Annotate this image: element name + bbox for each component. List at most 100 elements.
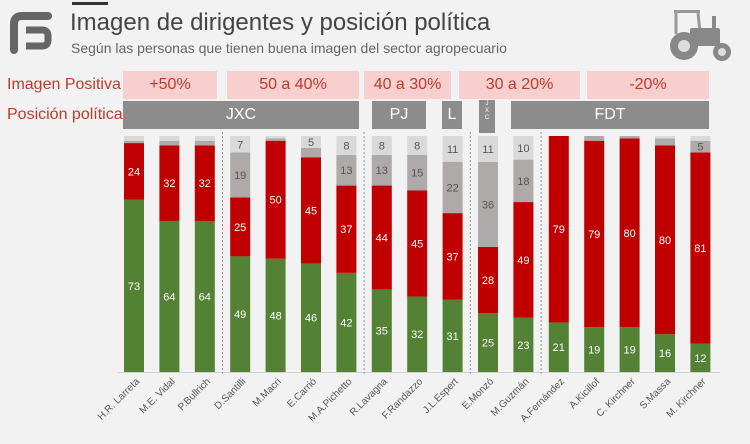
bar-segment-positiva	[336, 272, 357, 372]
data-label: 5	[308, 137, 314, 149]
data-label: 31	[446, 331, 458, 343]
bar-segment-nsnc	[513, 136, 534, 160]
bar-segment-negativa	[265, 140, 286, 259]
data-label: 35	[376, 326, 388, 338]
data-label: 80	[659, 235, 671, 247]
bar-segment-nsnc	[194, 136, 215, 141]
imagen-group-40-30: 40 a 30%	[364, 71, 451, 99]
data-label: 12	[694, 353, 706, 365]
posicion-group-l: L	[442, 101, 462, 129]
bar-segment-negativa	[584, 140, 605, 328]
data-label: 22	[446, 182, 458, 194]
bar-segment-nsnc	[301, 136, 321, 148]
imagen-positiva-label: Imagen Positiva	[7, 76, 121, 93]
bar-segment-negativa	[336, 185, 357, 273]
data-label: 45	[305, 205, 317, 217]
data-label: 11	[482, 144, 493, 156]
data-label: 32	[163, 178, 175, 190]
data-label: 10	[517, 143, 529, 155]
bar-segment-positiva	[265, 258, 286, 372]
bar-segment-positiva	[159, 220, 180, 372]
data-label: 42	[340, 317, 352, 329]
data-label: 11	[447, 144, 458, 156]
bar-segment-nsnc	[230, 136, 251, 153]
bar-segment-regular	[159, 140, 180, 146]
data-label: 73	[128, 281, 140, 293]
bar-segment-positiva	[548, 322, 569, 372]
bar-segment-nsnc	[442, 136, 463, 162]
bar-segment-regular	[336, 154, 357, 186]
bar-segment-positiva	[584, 327, 605, 372]
x-tick-label: E.Monzó	[460, 376, 496, 412]
data-label: 49	[517, 255, 529, 267]
bar-segment-regular	[655, 138, 675, 146]
bar-segment-negativa	[690, 152, 711, 344]
data-label: 49	[234, 309, 246, 321]
bar-segment-negativa	[478, 246, 498, 313]
bar-segment-positiva	[619, 327, 640, 372]
bar-segment-nsnc	[159, 136, 180, 141]
x-tick-label: C. Kirchner	[595, 376, 639, 420]
bar-segment-regular	[371, 154, 392, 186]
bar-segment-negativa	[655, 145, 675, 335]
data-label: 7	[237, 139, 243, 151]
data-label: 8	[343, 140, 349, 152]
bar-segment-negativa	[159, 145, 180, 221]
bar-segment-regular	[478, 161, 498, 247]
x-tick-label: M.E. Vidal	[138, 376, 178, 416]
bar-segment-positiva	[194, 220, 215, 372]
bar-segment-nsnc	[655, 136, 675, 139]
bar-segment-negativa	[548, 136, 569, 323]
data-label: 50	[269, 195, 281, 207]
bar-segment-regular	[690, 140, 711, 153]
data-label: 79	[588, 229, 600, 241]
bar-segment-negativa	[513, 202, 534, 318]
bar-segment-nsnc	[371, 136, 392, 155]
bar-segment-nsnc	[336, 136, 357, 155]
data-label: 32	[411, 329, 423, 341]
data-label: 21	[553, 342, 565, 354]
posicion-group-fdt: FDT	[511, 101, 709, 129]
posicion-politica-label: Posición política	[7, 106, 123, 123]
data-label: 46	[305, 313, 317, 325]
bar-segment-positiva	[407, 296, 428, 372]
data-label: 79	[553, 224, 565, 236]
bar-segment-negativa	[124, 143, 144, 200]
bar-segment-regular	[619, 136, 640, 139]
bar-segment-regular	[230, 152, 251, 198]
data-label: 28	[482, 275, 494, 287]
x-tick-label: H.R. Larreta	[96, 376, 143, 423]
imagen-group-30-20: 30 a 20%	[459, 71, 580, 99]
bar-segment-regular	[194, 140, 215, 146]
bar-segment-regular	[301, 147, 321, 158]
bar-segment-positiva	[124, 199, 144, 372]
bar-segment-negativa	[407, 190, 428, 297]
bar-segment-regular	[584, 136, 605, 141]
data-label: 36	[482, 199, 494, 211]
title-accent-bar	[72, 2, 108, 5]
tractor-icon	[670, 10, 731, 61]
bar-segment-regular	[265, 138, 286, 141]
data-label: 13	[340, 165, 352, 177]
posicion-group-pj: PJ	[372, 101, 426, 129]
data-label: 45	[411, 238, 423, 250]
bar-segment-negativa	[619, 138, 640, 328]
brand-logo-icon	[10, 12, 52, 54]
bar-segment-regular	[407, 154, 428, 191]
data-label: 37	[446, 251, 458, 263]
page-subtitle: Según las personas que tienen buena imag…	[71, 40, 507, 56]
bar-segment-positiva	[301, 263, 321, 372]
data-label: 32	[199, 178, 211, 190]
data-label: 13	[376, 165, 388, 177]
data-label: 16	[659, 348, 671, 360]
data-label: 48	[269, 310, 281, 322]
data-label: 37	[340, 224, 352, 236]
bar-segment-positiva	[513, 317, 534, 372]
bar-segment-positiva	[655, 334, 675, 372]
bar-segment-positiva	[371, 289, 392, 372]
data-label: 5	[697, 142, 703, 154]
bar-segment-regular	[513, 159, 534, 203]
data-label: 64	[199, 291, 211, 303]
bar-segment-negativa	[442, 213, 463, 300]
